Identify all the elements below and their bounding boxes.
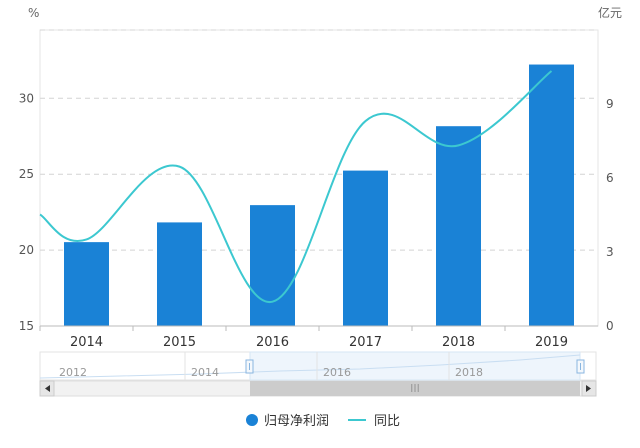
legend-line-label: 同比 (374, 414, 400, 429)
legend-item-bars[interactable]: 归母净利润 (246, 414, 329, 429)
category-label: 2016 (256, 335, 289, 350)
gridlines (40, 29, 598, 251)
category-label: 2019 (535, 335, 568, 350)
scrollbar-thumb[interactable] (250, 381, 580, 396)
line-series (39, 70, 553, 303)
left-tick-label: 15 (19, 319, 34, 333)
category-label: 2018 (442, 335, 475, 350)
scrollbar-thumb-grip: III (410, 382, 420, 395)
navigator-year-label: 2012 (59, 366, 87, 379)
scroll-right-arrow-icon (586, 385, 591, 392)
plot-area: 15 20 25 30 0 3 6 9 2014 2015 2016 2017 2018 2019 (19, 29, 614, 350)
legend-item-line[interactable]: 同比 (348, 414, 400, 429)
range-navigator[interactable]: 2012 2014 2016 2018 (39, 351, 597, 381)
left-tick-label: 25 (19, 167, 34, 181)
scrollbar[interactable]: III (39, 380, 597, 397)
line-path[interactable] (39, 70, 553, 303)
bar[interactable] (64, 242, 109, 326)
left-tick-label: 30 (19, 91, 34, 105)
category-label: 2017 (349, 335, 382, 350)
category-label: 2015 (163, 335, 196, 350)
bar[interactable] (250, 205, 295, 326)
right-tick-label: 3 (606, 245, 614, 259)
plot-frame (39, 29, 599, 327)
legend: 归母净利润 同比 (246, 414, 400, 429)
navigator-year-label: 2016 (323, 366, 351, 379)
legend-bar-marker-icon (246, 414, 258, 426)
bar[interactable] (529, 64, 574, 327)
bar[interactable] (157, 222, 202, 326)
left-axis-ticks: 15 20 25 30 (19, 91, 34, 333)
navigator-year-labels: 2012 2014 2016 2018 (59, 352, 483, 380)
right-axis-unit: 亿元 (598, 5, 622, 20)
bar[interactable] (436, 126, 481, 326)
bar-series (64, 64, 574, 327)
right-tick-label: 0 (606, 319, 614, 333)
category-labels: 2014 2015 2016 2017 2018 2019 (39, 326, 568, 350)
navigator-year-label: 2018 (455, 366, 483, 379)
navigator-trend-line (39, 354, 581, 379)
right-tick-label: 6 (606, 171, 614, 185)
category-label: 2014 (70, 335, 103, 350)
left-axis-unit: % (28, 6, 39, 20)
left-tick-label: 20 (19, 243, 34, 257)
right-axis-ticks: 0 3 6 9 (606, 97, 614, 333)
scroll-left-arrow-icon (45, 385, 50, 392)
legend-bar-label: 归母净利润 (264, 414, 329, 429)
bar[interactable] (343, 170, 388, 326)
right-tick-label: 9 (606, 97, 614, 111)
navigator-year-label: 2014 (191, 366, 219, 379)
